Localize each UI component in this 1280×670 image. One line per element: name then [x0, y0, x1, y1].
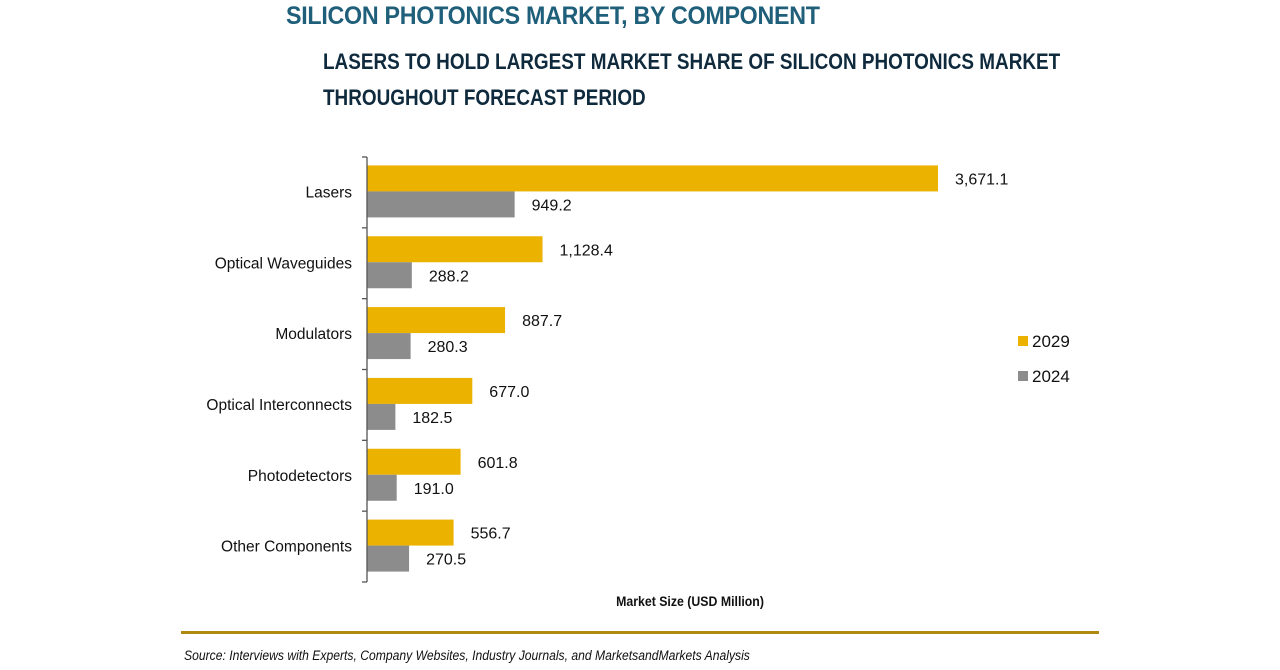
- bar-2024: [367, 545, 410, 572]
- bar-2029: [367, 307, 506, 334]
- category-label: Optical Waveguides: [215, 255, 353, 272]
- bar-2029: [367, 165, 938, 192]
- category-label: Photodetectors: [248, 468, 353, 485]
- data-label-2024: 280.3: [428, 339, 468, 356]
- data-label-2024: 191.0: [414, 481, 454, 498]
- footer-divider: [181, 631, 1099, 634]
- bar-2024: [367, 191, 515, 218]
- legend-swatch-2029: [1018, 336, 1028, 346]
- category-label: Optical Interconnects: [206, 397, 352, 414]
- subtitle-line-1: LASERS TO HOLD LARGEST MARKET SHARE OF S…: [323, 49, 1061, 74]
- legend-swatch-2024: [1018, 371, 1028, 381]
- legend-label-2024: 2024: [1032, 367, 1070, 386]
- data-label-2029: 556.7: [471, 526, 511, 543]
- data-label-2024: 270.5: [426, 552, 466, 569]
- x-axis-label: Market Size (USD Million): [0, 593, 1280, 609]
- data-label-2029: 887.7: [522, 313, 562, 330]
- source-note: Source: Interviews with Experts, Company…: [184, 648, 750, 663]
- bar-2029: [367, 448, 461, 475]
- bar-2024: [367, 262, 412, 289]
- bar-2029: [367, 377, 473, 404]
- data-label-2029: 677.0: [489, 384, 529, 401]
- legend-label-2029: 2029: [1032, 332, 1070, 351]
- data-label-2029: 601.8: [478, 455, 518, 472]
- bar-2024: [367, 333, 411, 360]
- data-label-2024: 949.2: [532, 197, 572, 214]
- category-label: Lasers: [305, 184, 352, 201]
- category-label: Modulators: [275, 326, 352, 343]
- x-axis-label-text: Market Size (USD Million): [616, 593, 764, 609]
- chart-title: SILICON PHOTONICS MARKET, BY COMPONENT: [286, 2, 820, 30]
- data-label-2024: 182.5: [412, 410, 452, 427]
- data-label-2029: 1,128.4: [560, 242, 613, 259]
- bar-2024: [367, 403, 396, 430]
- bar-2029: [367, 519, 454, 546]
- data-label-2029: 3,671.1: [955, 171, 1008, 188]
- subtitle-line-2: THROUGHOUT FORECAST PERIOD: [323, 85, 646, 110]
- bar-2024: [367, 474, 397, 501]
- bar-2029: [367, 236, 543, 263]
- data-label-2024: 288.2: [429, 268, 469, 285]
- category-label: Other Components: [221, 539, 352, 556]
- chart-subtitle: LASERS TO HOLD LARGEST MARKET SHARE OF S…: [323, 44, 1060, 116]
